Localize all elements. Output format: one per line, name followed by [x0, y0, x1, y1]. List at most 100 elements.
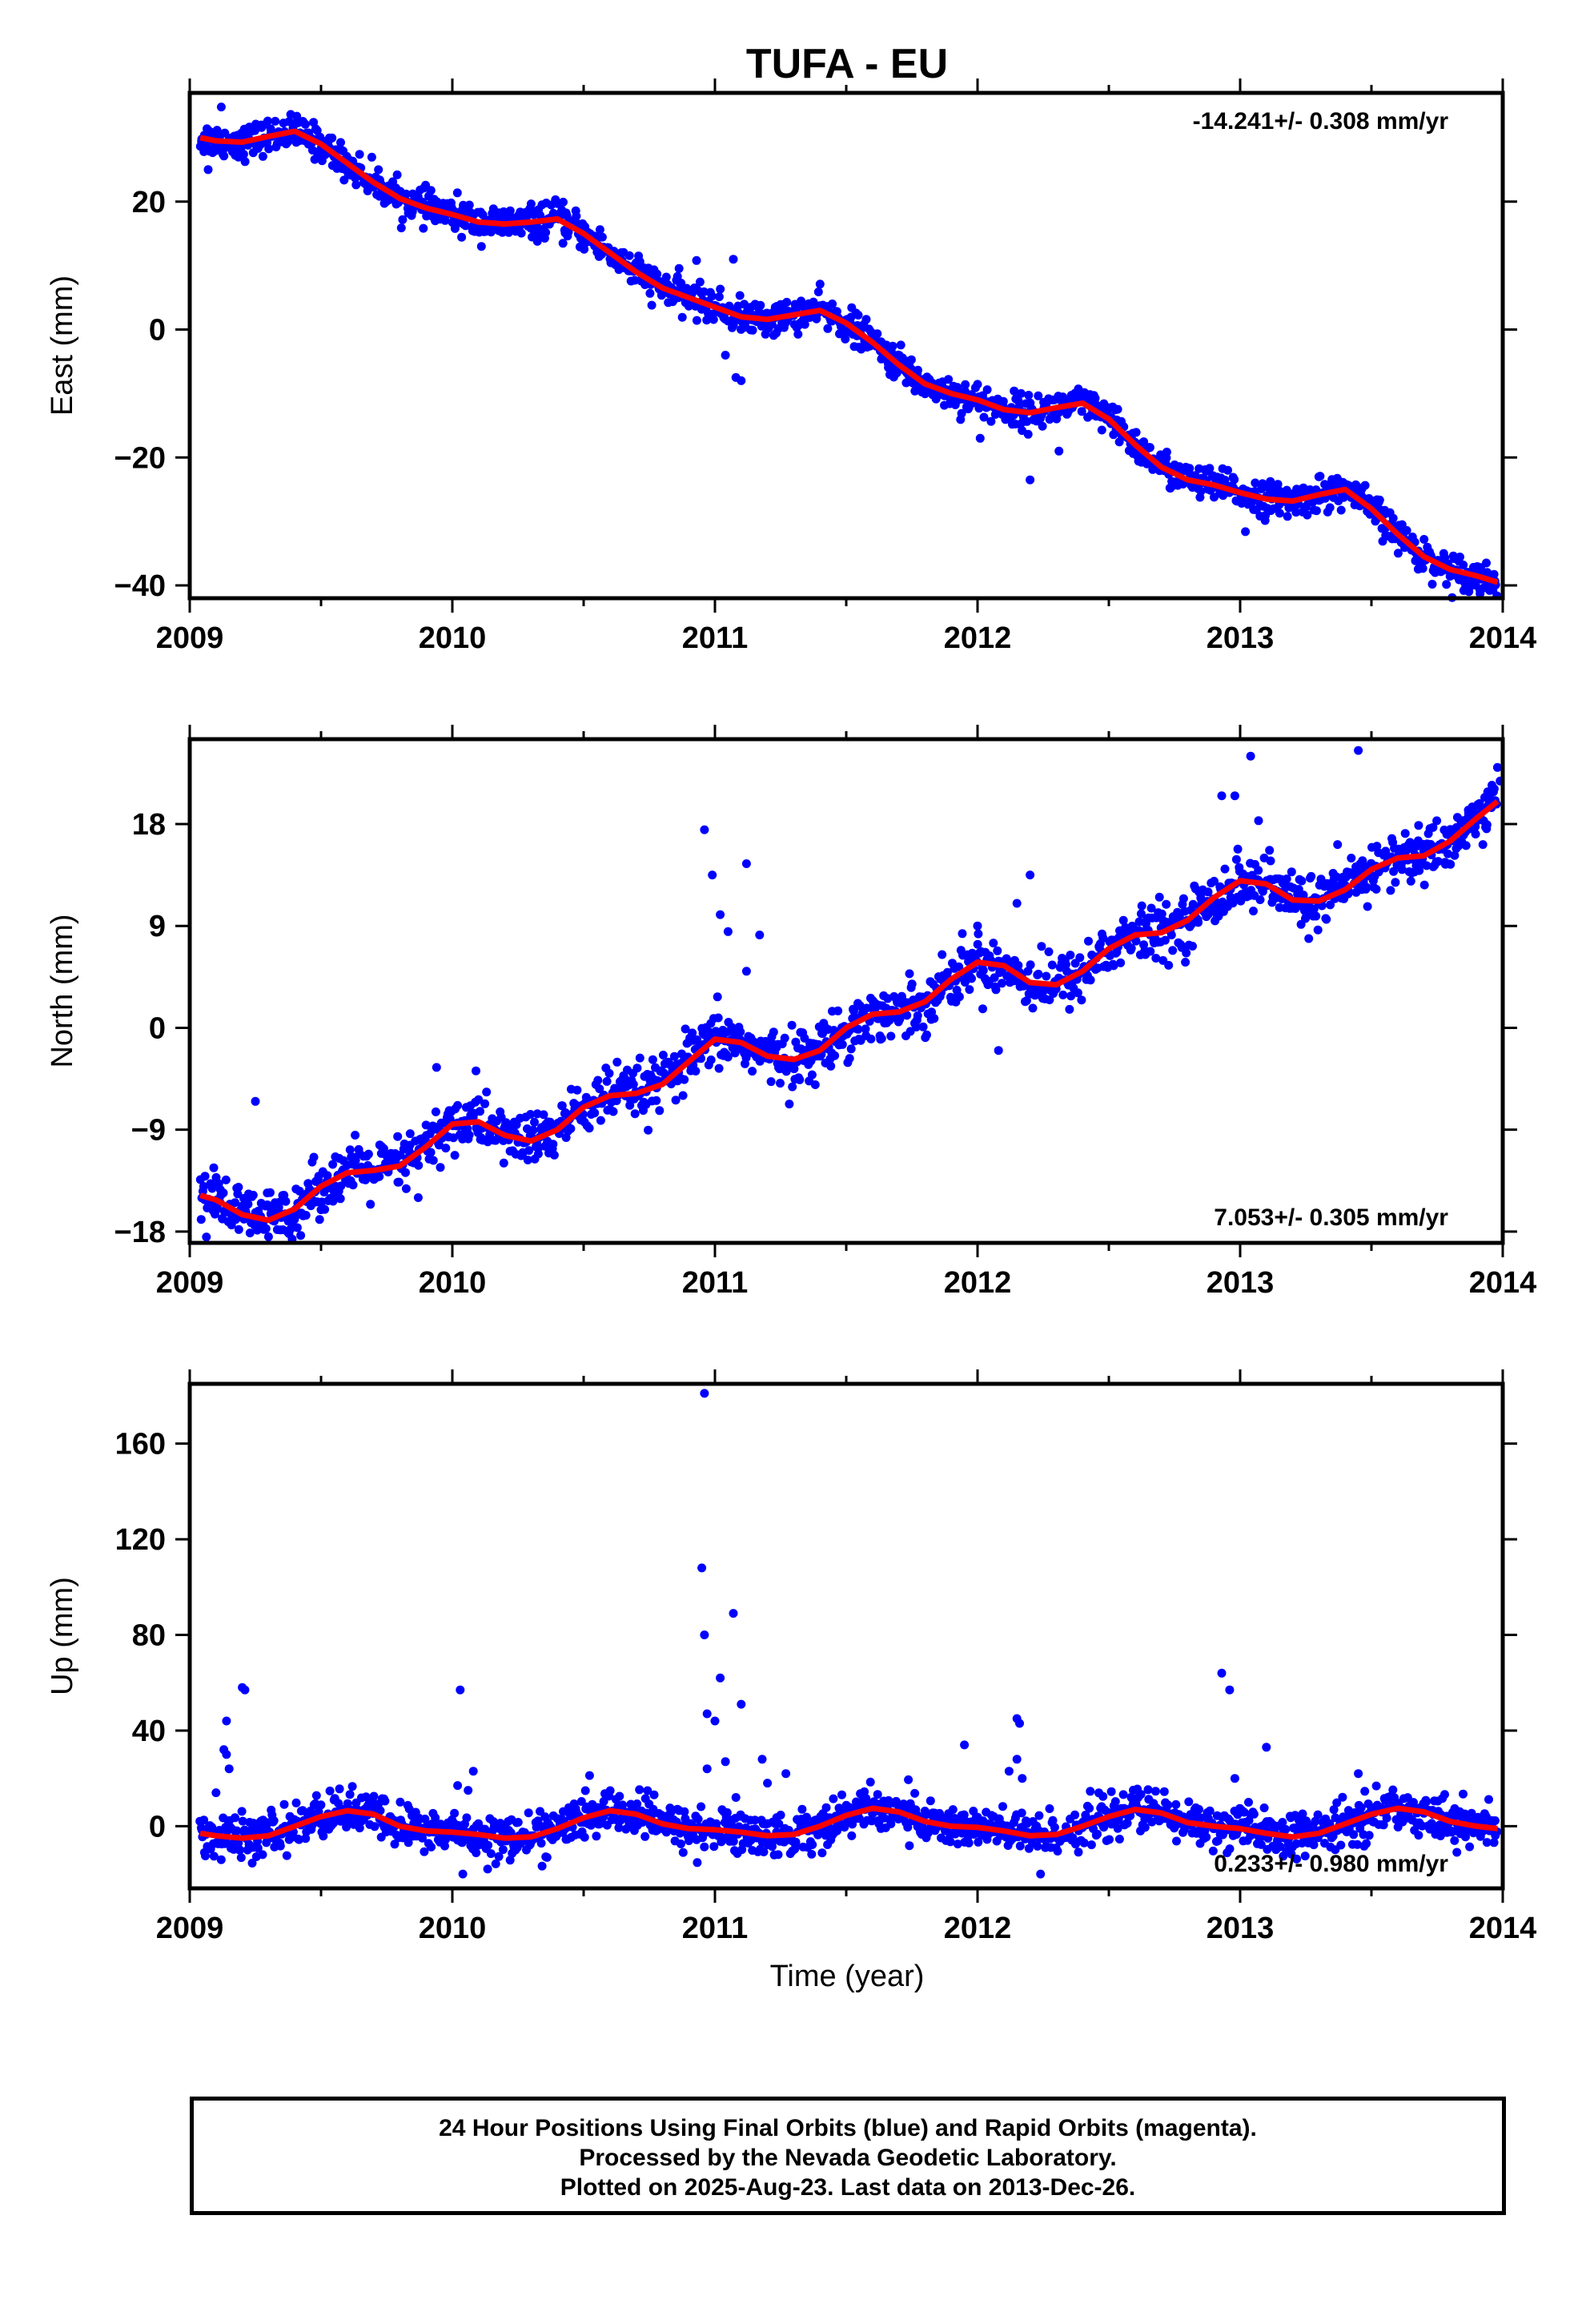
- data-point: [678, 1848, 688, 1857]
- data-point: [559, 197, 568, 207]
- scatter-points: [195, 103, 1502, 602]
- outlier-point: [729, 1609, 738, 1618]
- outlier-point: [692, 255, 701, 265]
- data-point: [677, 312, 687, 322]
- data-point: [1014, 396, 1023, 406]
- data-point: [993, 946, 1002, 955]
- data-point: [558, 239, 568, 248]
- data-point: [590, 1108, 600, 1118]
- data-point: [491, 1859, 500, 1868]
- data-point: [1266, 856, 1275, 866]
- data-point: [1459, 1789, 1468, 1799]
- data-point: [678, 1091, 688, 1100]
- data-point: [830, 1051, 840, 1060]
- outlier-point: [251, 1096, 260, 1106]
- data-point: [965, 985, 974, 995]
- data-point: [602, 1076, 612, 1086]
- data-point: [498, 227, 507, 237]
- data-point: [922, 1030, 931, 1039]
- outlier-point: [1230, 1774, 1239, 1783]
- data-point: [1168, 946, 1178, 955]
- data-point: [512, 1120, 521, 1129]
- data-point: [231, 1198, 240, 1208]
- data-point: [713, 1013, 723, 1023]
- data-point: [1489, 1838, 1499, 1848]
- data-point: [1220, 864, 1230, 874]
- data-point: [1309, 1840, 1319, 1850]
- data-point: [1131, 428, 1141, 437]
- data-point: [935, 1808, 944, 1818]
- outlier-point: [1354, 1769, 1363, 1779]
- y-axis-label: East (mm): [46, 275, 79, 416]
- data-point: [1159, 1787, 1169, 1796]
- data-point: [769, 1027, 778, 1037]
- data-point: [1418, 564, 1427, 573]
- data-point: [1452, 1848, 1462, 1857]
- data-point: [1050, 1823, 1059, 1832]
- data-point: [312, 126, 322, 135]
- data-point: [789, 1064, 799, 1074]
- data-point: [1113, 1823, 1122, 1833]
- data-point: [450, 1151, 460, 1160]
- data-point: [335, 1194, 345, 1204]
- data-point: [661, 272, 671, 282]
- data-point: [231, 1813, 239, 1823]
- outlier-point: [1054, 446, 1064, 456]
- data-point: [1298, 1809, 1307, 1819]
- data-point: [339, 175, 349, 185]
- data-point: [240, 157, 250, 167]
- data-point: [549, 1150, 559, 1160]
- data-point: [766, 1077, 776, 1087]
- data-point: [895, 1015, 905, 1024]
- data-point: [351, 1131, 360, 1140]
- data-point: [375, 1806, 385, 1815]
- data-point: [1058, 990, 1068, 999]
- data-point: [647, 300, 656, 310]
- data-point: [944, 375, 954, 384]
- data-point: [906, 355, 916, 364]
- data-point: [954, 962, 964, 971]
- data-point: [572, 1085, 582, 1095]
- data-point: [1450, 1835, 1460, 1845]
- x-tick-label: 2013: [1207, 621, 1275, 655]
- data-point: [450, 1808, 460, 1818]
- data-point: [1400, 829, 1410, 838]
- y-tick-label: 20: [132, 186, 166, 219]
- data-point: [1422, 1797, 1431, 1807]
- data-point: [1162, 899, 1171, 909]
- data-point: [1356, 1803, 1366, 1812]
- data-point: [428, 1156, 438, 1165]
- data-point: [826, 1061, 836, 1071]
- data-point: [1265, 846, 1275, 855]
- data-point: [1181, 958, 1191, 967]
- data-point: [404, 1804, 414, 1814]
- data-point: [1364, 1831, 1374, 1840]
- data-point: [813, 287, 823, 296]
- data-point: [401, 189, 411, 199]
- data-point: [596, 1116, 605, 1125]
- data-point: [1137, 901, 1146, 911]
- data-point: [841, 334, 850, 344]
- outlier-point: [1012, 899, 1022, 908]
- data-point: [802, 1812, 811, 1822]
- data-point: [513, 1818, 523, 1827]
- outlier-point: [700, 1389, 709, 1398]
- data-point: [1053, 1847, 1062, 1856]
- data-point: [464, 1130, 474, 1140]
- data-point: [1086, 975, 1095, 985]
- data-point: [1397, 865, 1407, 875]
- footer-box: 24 Hour Positions Using Final Orbits (bl…: [190, 2097, 1506, 2215]
- data-point: [595, 1084, 604, 1094]
- data-point: [1233, 844, 1243, 854]
- data-point: [845, 1054, 854, 1063]
- data-point: [729, 1836, 738, 1846]
- data-point: [405, 1129, 415, 1139]
- outlier-point: [1241, 527, 1251, 537]
- data-point: [630, 275, 640, 285]
- data-point: [401, 1168, 410, 1177]
- plot-frame: [187, 90, 1505, 601]
- data-point: [640, 1831, 650, 1841]
- data-point: [979, 412, 989, 422]
- scatter-points: [195, 1389, 1502, 1879]
- outlier-point: [721, 351, 730, 360]
